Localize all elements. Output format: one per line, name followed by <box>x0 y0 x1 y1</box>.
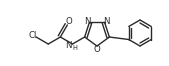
Text: N: N <box>103 17 110 26</box>
Text: H: H <box>73 45 77 51</box>
Text: O: O <box>66 17 72 26</box>
Text: N: N <box>84 17 91 26</box>
Text: O: O <box>94 45 100 54</box>
Text: Cl: Cl <box>28 30 37 40</box>
Text: N: N <box>65 41 71 50</box>
